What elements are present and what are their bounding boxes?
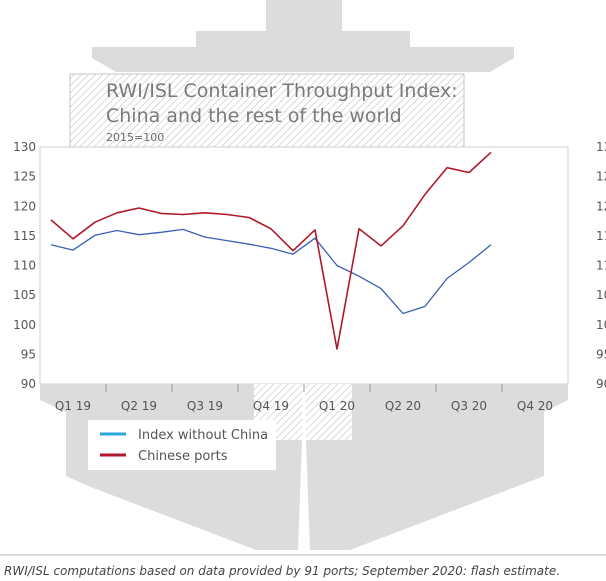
- x-tick-label: Q2 19: [121, 399, 157, 413]
- x-tick-label: Q4 20: [517, 399, 553, 413]
- y-axis-right: 90 95 100 105 110 115 120 125 130: [596, 140, 606, 391]
- x-tick-label: Q3 19: [187, 399, 223, 413]
- y-tick-label-left: 100: [13, 318, 36, 332]
- x-tick-label: Q3 20: [451, 399, 487, 413]
- y-tick-label-left: 125: [13, 170, 36, 184]
- y-tick-label-right: 125: [596, 170, 606, 184]
- x-tick-label: Q4 19: [253, 399, 289, 413]
- x-tick-label: Q2 20: [385, 399, 421, 413]
- y-tick-label-left: 90: [21, 377, 36, 391]
- y-tick-label-left: 115: [13, 229, 36, 243]
- ship-bridge: [196, 31, 410, 47]
- series-group: [50, 151, 492, 350]
- chart-subtitle: 2015=100: [106, 131, 164, 144]
- title-hatch-box: [69, 73, 465, 149]
- chart-title-line2: China and the rest of the world: [106, 105, 402, 127]
- ship-deck: [92, 47, 514, 72]
- x-axis-labels: Q1 19 Q2 19 Q3 19 Q4 19 Q1 20 Q2 20 Q3 20 Q4 20: [55, 399, 553, 413]
- caption: RWI/ISL computations based on data provi…: [4, 564, 560, 578]
- x-tick-label: Q1 20: [319, 399, 355, 413]
- y-tick-label-left: 95: [21, 347, 36, 361]
- y-tick-label-right: 90: [596, 377, 606, 391]
- y-tick-label-left: 120: [13, 199, 36, 213]
- chart-title-line1: RWI/ISL Container Throughput Index:: [106, 80, 458, 102]
- legend-label-chinese-ports: Chinese ports: [138, 449, 228, 464]
- x-axis: [105, 384, 503, 392]
- ship-funnel: [266, 0, 342, 34]
- legend: Index without China Chinese ports: [100, 428, 268, 464]
- y-tick-label-right: 100: [596, 318, 606, 332]
- ship-silhouette: [39, 0, 569, 550]
- y-tick-label-right: 130: [596, 140, 606, 154]
- y-tick-label-right: 95: [596, 347, 606, 361]
- legend-box: [88, 420, 276, 470]
- y-tick-label-left: 105: [13, 288, 36, 302]
- plot-frame: [39, 146, 569, 385]
- series-line-chinese-ports: [50, 151, 492, 350]
- y-tick-label-right: 115: [596, 229, 606, 243]
- legend-label-index-without-china: Index without China: [138, 428, 268, 443]
- series-line-index-without-china: [50, 228, 492, 315]
- y-tick-label-left: 130: [13, 140, 36, 154]
- y-tick-label-right: 105: [596, 288, 606, 302]
- ship-hull-right: [306, 384, 568, 550]
- y-axis-left: 90 95 100 105 110 115 120 125 130: [13, 140, 36, 391]
- y-tick-label-right: 120: [596, 199, 606, 213]
- y-tick-label-left: 110: [13, 259, 36, 273]
- y-tick-label-right: 110: [596, 259, 606, 273]
- x-tick-label: Q1 19: [55, 399, 91, 413]
